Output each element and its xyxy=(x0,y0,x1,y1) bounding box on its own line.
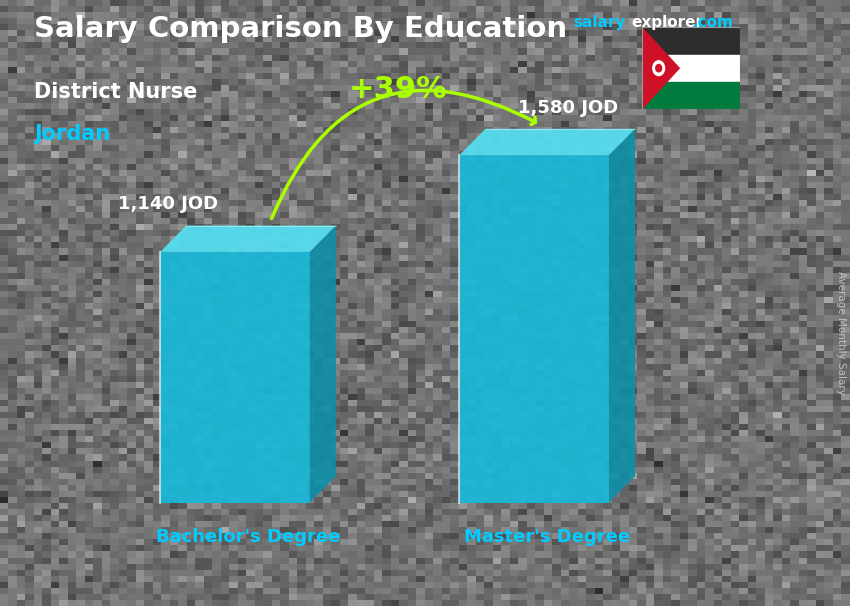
Text: +39%: +39% xyxy=(348,75,447,104)
Circle shape xyxy=(653,61,665,76)
Text: explorer: explorer xyxy=(632,15,704,30)
Text: Master's Degree: Master's Degree xyxy=(464,528,631,545)
Circle shape xyxy=(655,64,661,72)
Polygon shape xyxy=(309,225,336,502)
Polygon shape xyxy=(160,225,336,252)
Polygon shape xyxy=(459,129,635,155)
Bar xyxy=(642,55,740,82)
Bar xyxy=(642,82,740,109)
Polygon shape xyxy=(459,155,609,502)
Text: Salary Comparison By Education: Salary Comparison By Education xyxy=(34,15,567,43)
Polygon shape xyxy=(642,27,679,109)
Text: 1,580 JOD: 1,580 JOD xyxy=(518,99,618,117)
Text: Jordan: Jordan xyxy=(34,124,110,144)
Bar xyxy=(642,27,740,55)
Text: .com: .com xyxy=(693,15,734,30)
Text: District Nurse: District Nurse xyxy=(34,82,197,102)
Polygon shape xyxy=(609,129,635,502)
Polygon shape xyxy=(160,252,309,502)
Text: Average Monthly Salary: Average Monthly Salary xyxy=(836,271,846,395)
Text: Bachelor's Degree: Bachelor's Degree xyxy=(156,528,340,545)
Text: 1,140 JOD: 1,140 JOD xyxy=(117,196,218,213)
Text: salary: salary xyxy=(574,15,626,30)
